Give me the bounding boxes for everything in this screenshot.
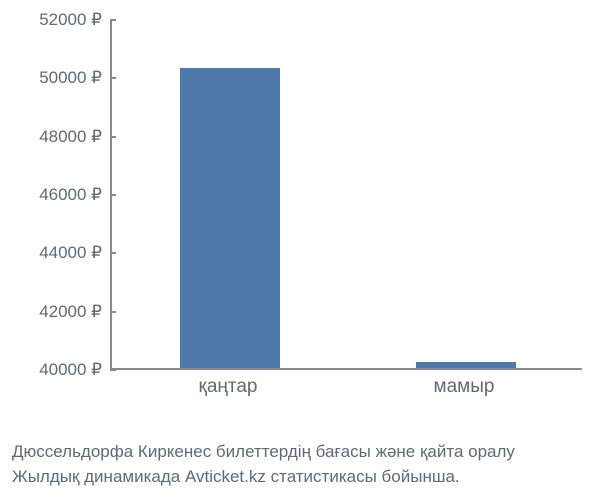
y-tick-label: 42000 ₽: [39, 302, 102, 322]
plot-area: [110, 20, 582, 370]
y-tick-mark: [110, 252, 116, 254]
y-tick-mark: [110, 19, 116, 21]
y-tick-label: 48000 ₽: [39, 127, 102, 147]
y-tick-label: 50000 ₽: [39, 68, 102, 88]
y-tick-label: 44000 ₽: [39, 243, 102, 263]
chart-caption: Дюссельдорфа Киркенес билеттердің бағасы…: [12, 440, 588, 489]
x-tick-label: мамыр: [434, 376, 495, 398]
price-chart: 40000 ₽ 42000 ₽ 44000 ₽ 46000 ₽ 48000 ₽ 50000…: [18, 20, 582, 420]
bar: [180, 68, 279, 368]
y-tick-label: 52000 ₽: [39, 10, 102, 30]
caption-line-1: Дюссельдорфа Киркенес билеттердің бағасы…: [12, 440, 588, 465]
y-tick-mark: [110, 311, 116, 313]
x-axis-labels: қаңтар мамыр: [110, 376, 582, 406]
y-tick-mark: [110, 194, 116, 196]
x-tick-label: қаңтар: [199, 376, 258, 398]
bar: [416, 362, 515, 368]
y-tick-mark: [110, 136, 116, 138]
bars-container: [112, 20, 582, 368]
y-axis-ticks: 40000 ₽42000 ₽44000 ₽46000 ₽48000 ₽50000…: [18, 20, 110, 370]
y-tick-label: 40000 ₽: [39, 360, 102, 380]
y-tick-mark: [110, 369, 116, 371]
y-tick-label: 46000 ₽: [39, 185, 102, 205]
caption-line-2: Жылдық динамикада Avticket.kz статистика…: [12, 465, 588, 490]
y-tick-mark: [110, 77, 116, 79]
